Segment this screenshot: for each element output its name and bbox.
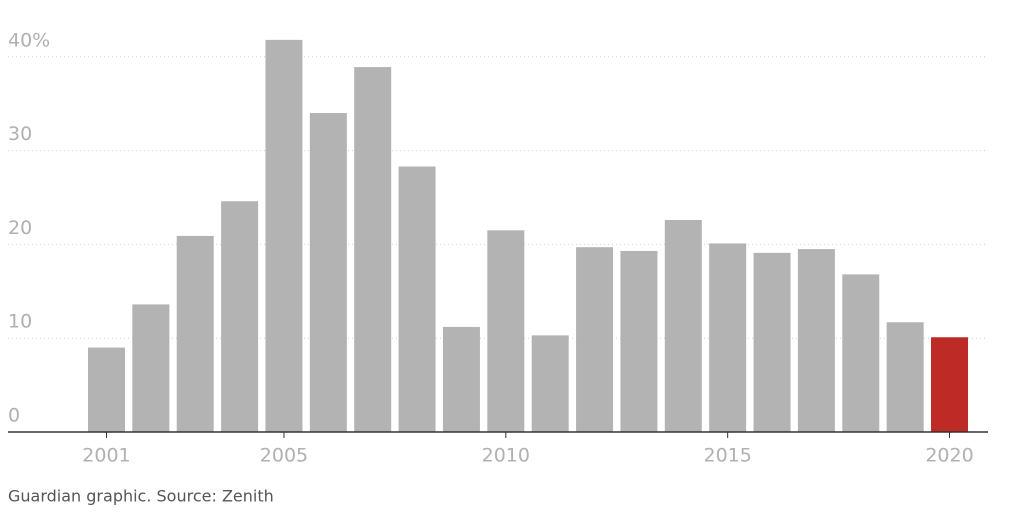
x-tick-label: 2015 bbox=[703, 445, 751, 467]
bar bbox=[265, 39, 303, 432]
x-tick-label: 2005 bbox=[260, 445, 308, 467]
bar bbox=[221, 201, 259, 432]
source: Guardian graphic. Source: Zenith bbox=[8, 487, 274, 506]
bar bbox=[442, 326, 480, 432]
bar bbox=[576, 247, 614, 432]
x-tick-label: 2010 bbox=[482, 445, 530, 467]
bar bbox=[797, 249, 835, 432]
bar bbox=[886, 322, 924, 432]
bar bbox=[531, 335, 569, 432]
bar bbox=[709, 243, 747, 432]
bar bbox=[487, 230, 525, 432]
y-tick-label: 10 bbox=[8, 311, 32, 333]
x-tick-label: 2001 bbox=[82, 445, 130, 467]
bar bbox=[842, 274, 880, 432]
bar bbox=[664, 219, 702, 432]
bar bbox=[309, 113, 347, 433]
bar bbox=[87, 347, 125, 432]
bar bbox=[931, 337, 969, 432]
bar bbox=[620, 250, 658, 432]
bar bbox=[398, 166, 436, 432]
bar bbox=[354, 67, 392, 432]
y-tick-label: 30 bbox=[8, 123, 32, 145]
bar bbox=[176, 235, 214, 432]
y-tick-label: 20 bbox=[8, 217, 32, 239]
y-tick-label: 0 bbox=[8, 405, 20, 427]
bar bbox=[132, 304, 170, 432]
bar bbox=[753, 252, 791, 432]
y-tick-label: 40% bbox=[8, 29, 50, 51]
x-tick-label: 2020 bbox=[925, 445, 973, 467]
